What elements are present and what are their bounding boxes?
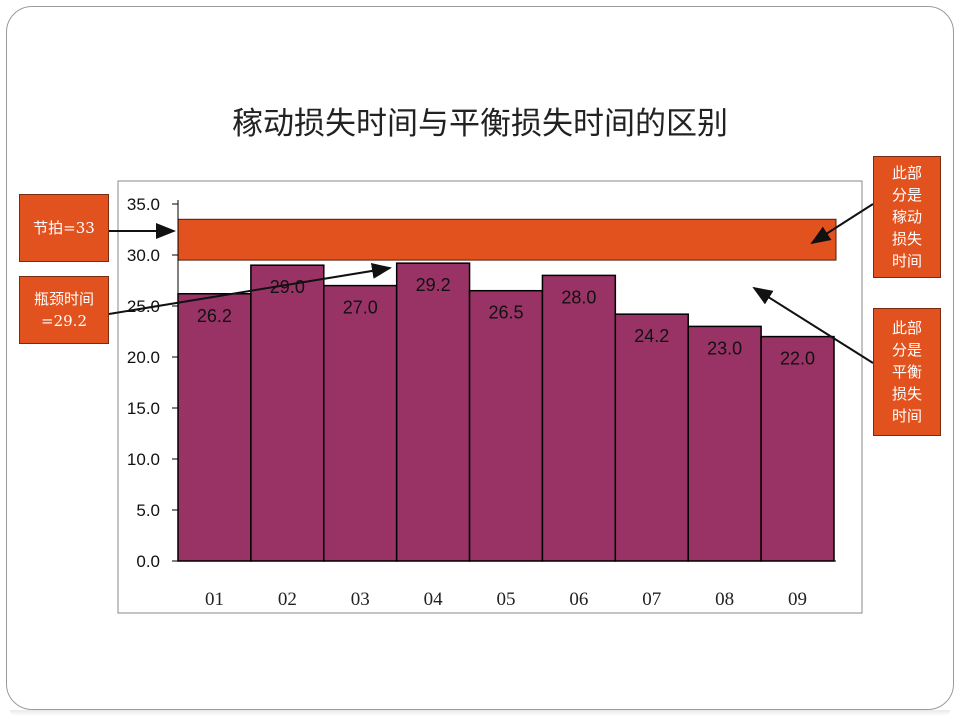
bottleneck-callout: 瓶颈时间=29.2 <box>19 276 109 344</box>
slide-shadow <box>10 710 950 716</box>
bar-value-label: 23.0 <box>707 338 742 358</box>
bar-value-label: 27.0 <box>343 298 378 318</box>
bar-value-label: 29.0 <box>270 277 305 297</box>
bar-value-label: 26.2 <box>197 306 232 326</box>
balance-loss-callout-text: 此部分是平衡损失时间 <box>891 319 922 425</box>
bottleneck-arrow <box>108 263 392 315</box>
x-tick-label: 04 <box>424 589 444 610</box>
balance-loss-arrow <box>752 286 874 364</box>
bar <box>250 264 325 562</box>
bar <box>177 293 252 562</box>
y-tick-label: 30.0 <box>127 246 160 265</box>
bar-value-label: 26.5 <box>488 303 523 323</box>
takt-callout-text: 节拍=33 <box>33 219 95 237</box>
y-tick-label: 20.0 <box>127 348 160 367</box>
takt-loss-band <box>177 218 837 261</box>
y-tick-label: 5.0 <box>136 501 160 520</box>
x-tick-label: 05 <box>497 589 516 610</box>
bar <box>323 284 398 562</box>
y-tick-label: 25.0 <box>127 297 160 316</box>
takt-callout: 节拍=33 <box>19 194 109 262</box>
bottleneck-callout-text: 瓶颈时间=29.2 <box>33 290 94 330</box>
idle-loss-arrow <box>810 203 874 245</box>
bar <box>395 262 471 562</box>
x-tick-label: 01 <box>205 589 224 610</box>
x-tick-label: 07 <box>642 589 661 610</box>
bar <box>760 335 835 562</box>
x-tick-label: 09 <box>788 589 807 610</box>
bar-value-label: 24.2 <box>634 326 669 346</box>
chart-title: 稼动损失时间与平衡损失时间的区别 <box>232 106 728 142</box>
x-tick-label: 02 <box>278 589 297 610</box>
bar <box>468 289 544 562</box>
x-tick-label: 06 <box>569 589 588 610</box>
bar-value-label: 22.0 <box>780 349 815 369</box>
idle-loss-callout-text: 此部分是稼动损失时间 <box>891 164 922 270</box>
x-tick-label: 08 <box>715 589 734 610</box>
bar <box>614 313 689 562</box>
bar-value-label: 28.0 <box>561 287 596 307</box>
bar <box>687 325 762 562</box>
idle-loss-callout: 此部分是稼动损失时间 <box>873 156 941 278</box>
balance-loss-callout: 此部分是平衡损失时间 <box>873 308 941 436</box>
bar-value-label: 29.2 <box>416 275 451 295</box>
bar <box>541 274 617 562</box>
y-tick-label: 15.0 <box>127 399 160 418</box>
x-tick-label: 03 <box>351 589 370 610</box>
y-tick-label: 10.0 <box>127 450 160 469</box>
y-tick-label: 35.0 <box>127 195 160 214</box>
y-tick-label: 0.0 <box>136 552 160 571</box>
